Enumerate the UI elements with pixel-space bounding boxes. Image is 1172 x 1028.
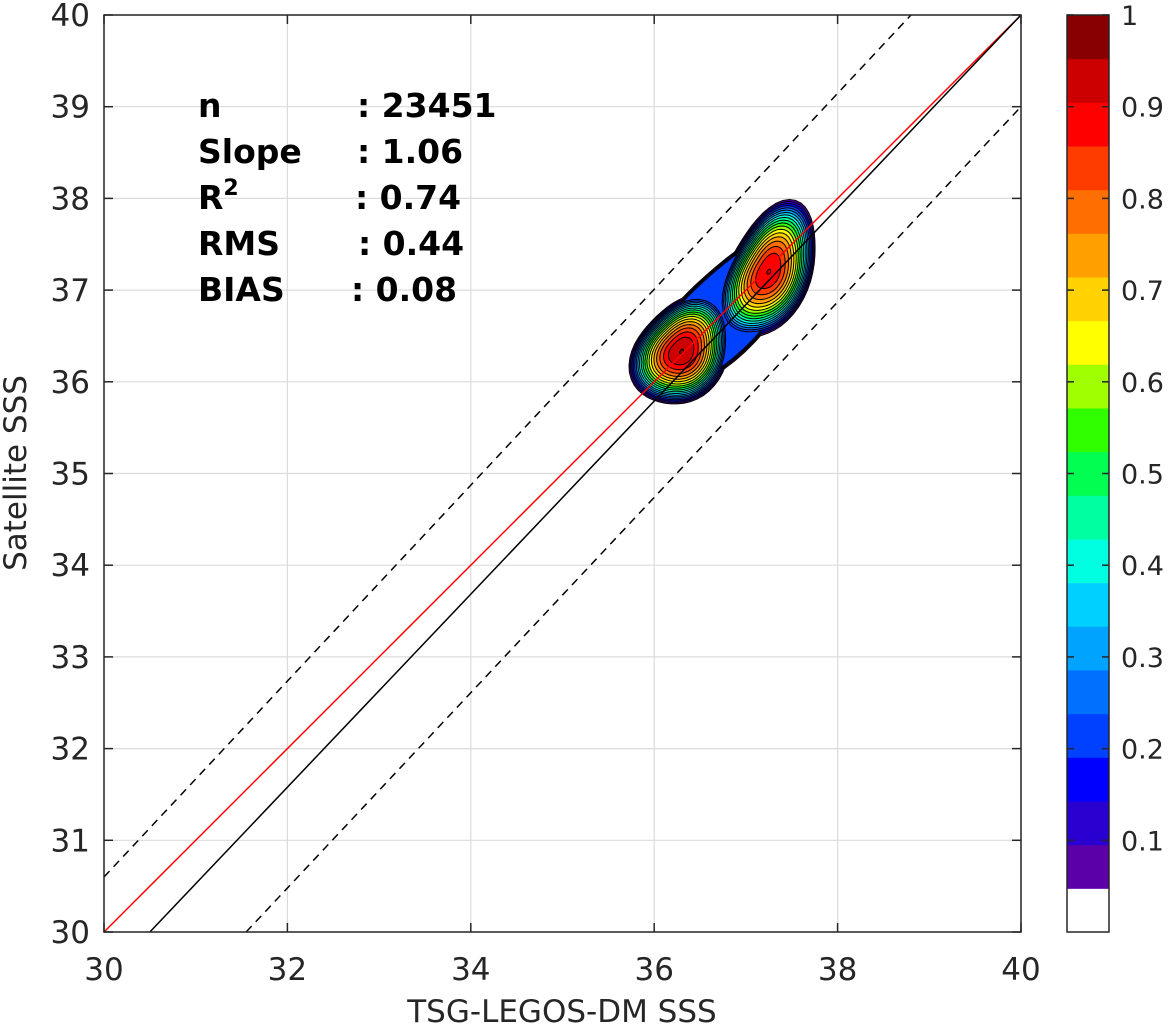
stats-annotation: n : 23451 Slope : 1.06 R2 : 0.74 RMS : 0.44 BIAS… bbox=[198, 86, 497, 309]
colorbar-tick-label: 0.2 bbox=[1121, 735, 1164, 766]
stat-label: Slope bbox=[198, 132, 302, 171]
stat-value: : 1.06 bbox=[357, 132, 463, 171]
colorbar-band bbox=[1067, 539, 1109, 584]
colorbar-band bbox=[1067, 626, 1109, 671]
colorbar-tick-label: 0.6 bbox=[1121, 368, 1164, 399]
colorbar-tick-label: 0.5 bbox=[1121, 460, 1164, 491]
colorbar-band bbox=[1067, 102, 1109, 147]
lower-bound-line bbox=[245, 106, 1021, 932]
stat-value: : 0.08 bbox=[351, 270, 457, 309]
y-tick-label: 36 bbox=[51, 365, 90, 401]
colorbar-band bbox=[1067, 364, 1109, 409]
y-tick-label: 32 bbox=[51, 732, 90, 768]
colorbar-tick-label: 0.4 bbox=[1121, 551, 1164, 582]
colorbar-band bbox=[1067, 408, 1109, 453]
y-axis-label: Satellite SSS bbox=[0, 375, 34, 571]
y-tick-label: 31 bbox=[51, 823, 90, 859]
x-tick-label: 38 bbox=[818, 952, 857, 988]
x-axis-label: TSG-LEGOS-DM SSS bbox=[406, 994, 716, 1028]
stat-value: : 0.44 bbox=[358, 224, 464, 263]
y-tick-label: 34 bbox=[51, 548, 90, 584]
colorbar-band bbox=[1067, 189, 1109, 234]
y-tick-label: 40 bbox=[51, 0, 90, 34]
contour-band-peak2 bbox=[766, 268, 772, 275]
y-tick-label: 37 bbox=[51, 273, 90, 309]
density-contours bbox=[628, 198, 816, 405]
reference-lines bbox=[104, 15, 1021, 932]
colorbar-band bbox=[1067, 277, 1109, 322]
stat-value: : 23451 bbox=[357, 86, 497, 125]
stat-value: : 0.74 bbox=[355, 178, 461, 217]
colorbar-band bbox=[1067, 15, 1109, 60]
colorbar-band bbox=[1067, 888, 1109, 933]
colorbar-tick-label: 0.1 bbox=[1121, 826, 1164, 857]
y-tick-label: 39 bbox=[51, 90, 90, 126]
stat-label: R2 bbox=[198, 176, 239, 217]
colorbar-band bbox=[1067, 670, 1109, 715]
colorbar-band bbox=[1067, 757, 1109, 802]
y-tick-label: 33 bbox=[51, 640, 90, 676]
axis-ticks: 30 32 34 36 38 40 30 31 32 33 34 35 36 37 38 39 40 bbox=[51, 0, 1041, 988]
colorbar-band bbox=[1067, 146, 1109, 191]
colorbar-band bbox=[1067, 233, 1109, 278]
colorbar-band bbox=[1067, 582, 1109, 627]
one-to-one-line bbox=[104, 15, 1021, 932]
stat-label: RMS bbox=[198, 224, 280, 263]
colorbar-band bbox=[1067, 495, 1109, 540]
colorbar-band bbox=[1067, 320, 1109, 365]
colorbar-band bbox=[1067, 801, 1109, 846]
y-tick-label: 30 bbox=[51, 915, 90, 951]
x-tick-label: 30 bbox=[84, 952, 123, 988]
stat-label: BIAS bbox=[198, 270, 285, 309]
colorbar-tick-label: 0.3 bbox=[1121, 643, 1164, 674]
stat-superscript: 2 bbox=[223, 176, 238, 201]
x-tick-label: 32 bbox=[268, 952, 307, 988]
y-tick-label: 35 bbox=[51, 457, 90, 493]
upper-bound-line bbox=[104, 15, 912, 878]
colorbar: 0.1 0.2 0.3 0.4 0.5 0.6 0.7 0.8 0.9 1 bbox=[1066, 1, 1164, 933]
y-tick-label: 38 bbox=[51, 181, 90, 217]
x-tick-label: 34 bbox=[451, 952, 490, 988]
colorbar-band bbox=[1067, 58, 1109, 103]
x-tick-label: 40 bbox=[1001, 952, 1040, 988]
regression-line bbox=[149, 15, 1021, 932]
x-tick-label: 36 bbox=[634, 952, 673, 988]
colorbar-tick-label: 0.9 bbox=[1121, 93, 1164, 124]
colorbar-tick-label: 0.8 bbox=[1121, 184, 1164, 215]
stat-label: n bbox=[198, 86, 222, 125]
colorbar-tick-label: 1 bbox=[1121, 1, 1138, 32]
colorbar-tick-label: 0.7 bbox=[1121, 276, 1164, 307]
colorbar-band bbox=[1067, 844, 1109, 889]
colorbar-band bbox=[1067, 713, 1109, 758]
